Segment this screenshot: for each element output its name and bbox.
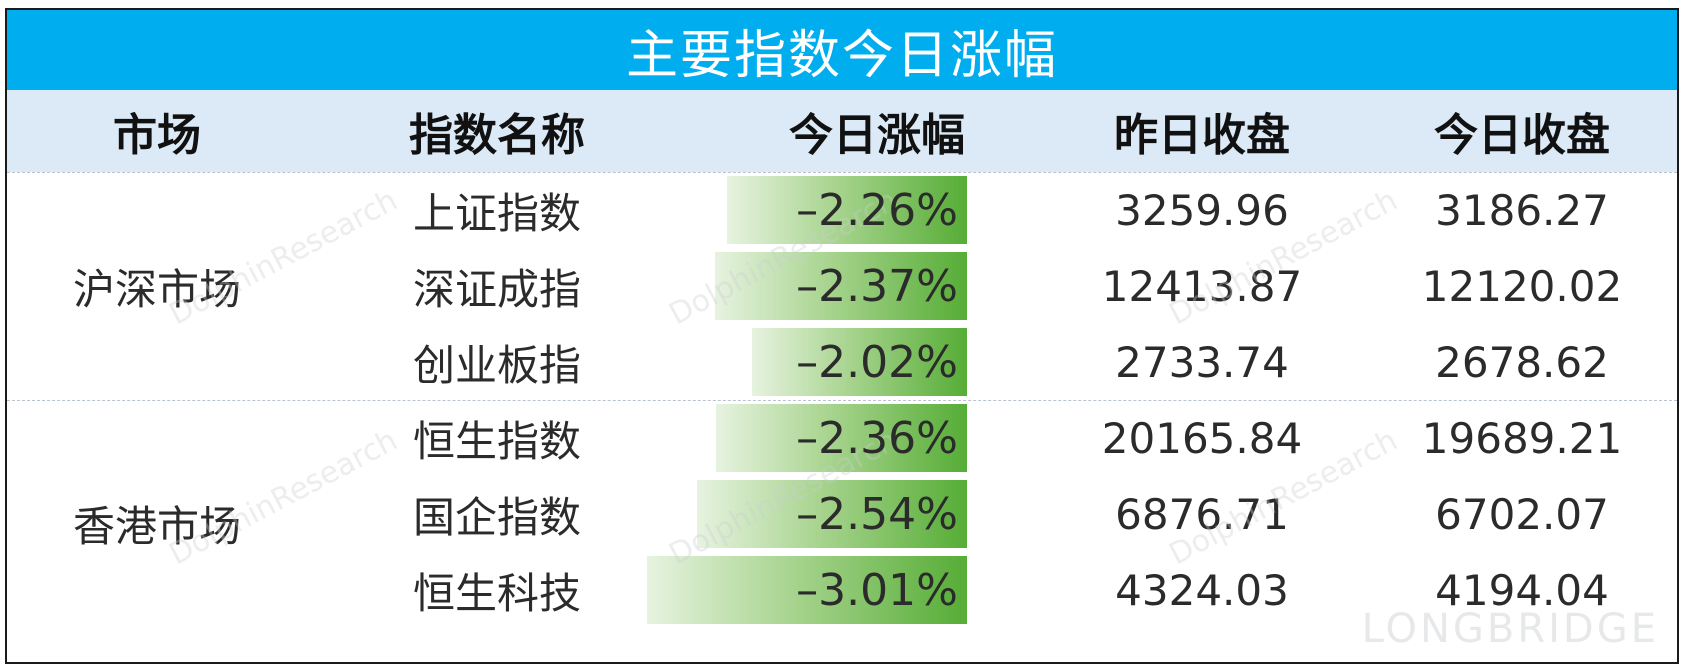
- table-row: 创业板指 –2.02% 2733.74 2678.62: [7, 324, 1677, 400]
- change-value: –3.01%: [796, 564, 958, 616]
- today-close-value: 4194.04: [1435, 565, 1609, 615]
- index-name: 深证成指: [412, 264, 581, 314]
- table-row: 恒生指数 –2.36% 20165.84 19689.21: [7, 400, 1677, 476]
- market-label-shenzhen-shanghai: 沪深市场: [72, 264, 241, 314]
- header-prev-close: 昨日收盘: [1114, 110, 1290, 161]
- change-value: –2.54%: [796, 488, 958, 540]
- index-name: 恒生指数: [412, 416, 581, 466]
- header-index-name: 指数名称: [409, 110, 585, 161]
- index-name: 上证指数: [412, 188, 581, 238]
- change-bar: [647, 556, 967, 624]
- table-row: 恒生科技 –3.01% 4324.03 4194.04: [7, 552, 1677, 628]
- change-bar: [752, 328, 967, 396]
- change-bar: [716, 404, 967, 472]
- today-close-value: 2678.62: [1435, 337, 1609, 387]
- index-name: 国企指数: [412, 492, 581, 542]
- today-close-value: 12120.02: [1421, 261, 1623, 311]
- today-close-value: 6702.07: [1435, 489, 1609, 539]
- today-close-value: 3186.27: [1435, 185, 1609, 235]
- prev-close-value: 2733.74: [1115, 337, 1289, 387]
- change-value: –2.37%: [796, 260, 958, 312]
- header-row: 市场 指数名称 今日涨幅 昨日收盘 今日收盘: [7, 90, 1677, 172]
- index-name: 创业板指: [412, 340, 581, 390]
- table-title: 主要指数今日涨幅: [7, 10, 1677, 90]
- header-market: 市场: [113, 110, 201, 161]
- table-row: 深证成指 –2.37% 12413.87 12120.02: [7, 248, 1677, 324]
- table-row: 上证指数 –2.26% 3259.96 3186.27: [7, 172, 1677, 248]
- change-bar: [726, 176, 967, 244]
- prev-close-value: 6876.71: [1115, 489, 1289, 539]
- header-today-close: 今日收盘: [1434, 110, 1610, 161]
- table-frame: 主要指数今日涨幅 市场 指数名称 今日涨幅 昨日收盘 今日收盘 上证指数 –2.2…: [5, 8, 1679, 664]
- today-close-value: 19689.21: [1421, 413, 1623, 463]
- header-change: 今日涨幅: [789, 110, 965, 161]
- prev-close-value: 4324.03: [1115, 565, 1289, 615]
- change-value: –2.36%: [796, 412, 958, 464]
- change-bar: [715, 252, 967, 320]
- prev-close-value: 12413.87: [1101, 261, 1303, 311]
- prev-close-value: 20165.84: [1101, 413, 1303, 463]
- table-row: 国企指数 –2.54% 6876.71 6702.07: [7, 476, 1677, 552]
- index-name: 恒生科技: [412, 568, 581, 618]
- change-value: –2.26%: [796, 184, 958, 236]
- market-divider: [7, 400, 1677, 401]
- prev-close-value: 3259.96: [1115, 185, 1289, 235]
- market-label-hongkong: 香港市场: [72, 501, 241, 551]
- change-value: –2.02%: [796, 336, 958, 388]
- change-bar: [696, 480, 967, 548]
- header-divider: [7, 172, 1677, 173]
- longbridge-logo-watermark: LONGBRIDGE: [1361, 606, 1659, 652]
